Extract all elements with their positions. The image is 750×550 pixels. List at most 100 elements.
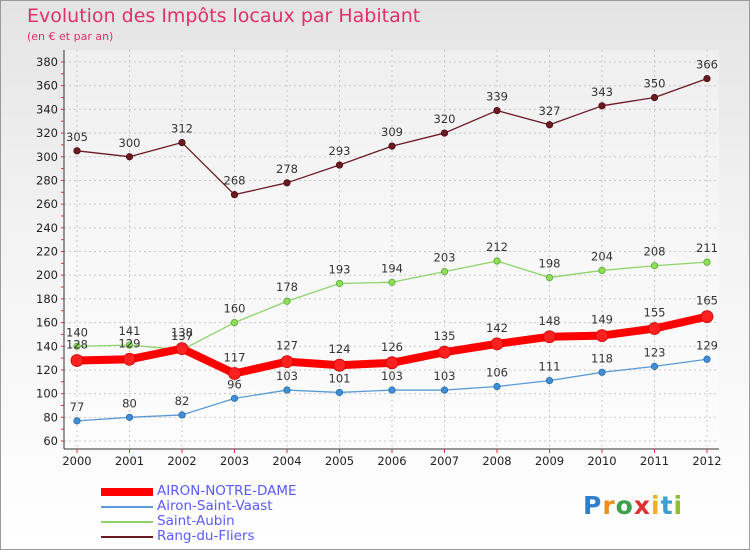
data-label-rang-du-fliers: 300 — [119, 136, 141, 150]
data-point-rang-du-fliers — [598, 102, 606, 110]
logo-letter: o — [615, 491, 634, 520]
data-point-saint-aubin — [283, 297, 291, 305]
data-point-airon-notre-dame — [333, 358, 346, 372]
data-label-rang-du-fliers: 350 — [644, 77, 666, 91]
y-tick-label: 60 — [43, 434, 58, 448]
data-point-rang-du-fliers — [545, 121, 554, 129]
data-label-saint-aubin: 194 — [381, 261, 403, 275]
data-point-airon-notre-dame — [700, 310, 714, 324]
data-point-saint-aubin — [440, 268, 449, 276]
data-label-airon-notre-dame: 126 — [381, 340, 403, 354]
data-label-rang-du-fliers: 309 — [381, 125, 403, 139]
data-point-rang-du-fliers — [178, 138, 186, 147]
data-label-airon-notre-dame: 149 — [591, 313, 613, 327]
y-tick-label: 200 — [36, 268, 58, 282]
data-label-airon-notre-dame: 135 — [434, 329, 456, 343]
x-tick-label: 2002 — [167, 454, 196, 468]
data-label-airon-notre-dame: 142 — [486, 321, 508, 335]
logo-letter: i — [673, 491, 684, 520]
data-label-saint-aubin: 140 — [66, 325, 88, 339]
data-point-saint-aubin — [703, 258, 711, 266]
chart-subtitle: (en € et par an) — [27, 30, 114, 43]
data-point-saint-aubin — [73, 342, 81, 350]
data-point-airon-notre-dame — [385, 356, 399, 370]
data-point-airon-notre-dame — [543, 330, 556, 344]
x-tick-label: 2000 — [62, 454, 91, 468]
data-label-airon-saint-vaast: 82 — [175, 394, 190, 408]
data-label-saint-aubin: 141 — [119, 324, 141, 338]
logo-letter: P — [583, 491, 603, 520]
data-point-saint-aubin — [650, 262, 659, 270]
legend-label: Saint-Aubin — [157, 513, 235, 529]
y-tick-label: 280 — [36, 173, 58, 187]
data-point-airon-saint-vaast — [230, 394, 239, 402]
data-point-airon-saint-vaast — [598, 368, 606, 376]
data-label-saint-aubin: 160 — [224, 302, 246, 316]
data-point-airon-saint-vaast — [650, 362, 659, 370]
data-label-rang-du-fliers: 293 — [329, 144, 351, 158]
x-tick-label: 2010 — [587, 454, 616, 468]
data-label-airon-saint-vaast: 111 — [539, 360, 561, 374]
data-label-saint-aubin: 203 — [434, 251, 456, 265]
x-tick-label: 2008 — [482, 454, 511, 468]
data-point-rang-du-fliers — [440, 129, 449, 137]
x-tick-label: 2007 — [430, 454, 459, 468]
x-tick-label: 2012 — [692, 454, 721, 468]
data-label-saint-aubin: 211 — [696, 241, 718, 255]
data-label-rang-du-fliers: 339 — [486, 90, 508, 104]
data-label-rang-du-fliers: 305 — [66, 130, 88, 144]
data-point-airon-saint-vaast — [283, 386, 291, 394]
data-label-saint-aubin: 198 — [539, 257, 561, 271]
data-point-airon-notre-dame — [123, 352, 136, 366]
legend-swatch — [101, 506, 153, 508]
data-point-saint-aubin — [388, 278, 396, 286]
data-point-airon-saint-vaast — [703, 355, 711, 363]
proxiti-logo: Proxiti — [583, 491, 683, 520]
x-tick-label: 2009 — [535, 454, 564, 468]
data-point-rang-du-fliers — [230, 191, 239, 199]
data-label-airon-saint-vaast: 129 — [696, 338, 718, 352]
data-point-saint-aubin — [230, 318, 239, 327]
logo-letter: t — [660, 491, 674, 520]
data-point-airon-notre-dame — [438, 345, 451, 359]
data-label-rang-du-fliers: 278 — [276, 162, 298, 176]
data-point-airon-notre-dame — [490, 337, 504, 351]
data-point-rang-du-fliers — [283, 179, 291, 187]
y-tick-label: 300 — [36, 150, 58, 164]
data-point-rang-du-fliers — [73, 147, 81, 155]
data-label-saint-aubin: 193 — [329, 262, 351, 276]
logo-letter: r — [602, 491, 616, 520]
data-label-airon-notre-dame: 128 — [66, 337, 88, 351]
data-label-rang-du-fliers: 268 — [224, 174, 246, 188]
x-tick-label: 2004 — [272, 454, 301, 468]
data-point-airon-notre-dame — [175, 342, 189, 356]
data-point-airon-notre-dame — [648, 322, 661, 335]
data-point-rang-du-fliers — [703, 74, 711, 83]
data-point-rang-du-fliers — [335, 161, 344, 169]
data-label-rang-du-fliers: 366 — [696, 58, 718, 72]
data-label-rang-du-fliers: 312 — [171, 122, 193, 136]
y-tick-label: 220 — [36, 245, 58, 259]
logo-letter: i — [651, 491, 661, 520]
data-label-airon-notre-dame: 138 — [171, 326, 193, 340]
data-point-saint-aubin — [598, 266, 606, 275]
data-point-airon-saint-vaast — [440, 386, 449, 394]
data-label-airon-saint-vaast: 101 — [329, 371, 351, 385]
data-point-airon-saint-vaast — [493, 382, 501, 391]
data-point-rang-du-fliers — [650, 93, 659, 102]
data-point-rang-du-fliers — [493, 106, 501, 115]
data-label-saint-aubin: 208 — [644, 245, 666, 259]
data-label-rang-du-fliers: 343 — [591, 85, 613, 99]
y-tick-label: 100 — [36, 387, 58, 401]
data-point-saint-aubin — [125, 341, 134, 349]
y-tick-label: 160 — [36, 316, 58, 330]
x-tick-label: 2003 — [220, 454, 249, 468]
data-point-airon-saint-vaast — [388, 386, 396, 394]
data-label-airon-saint-vaast: 103 — [276, 369, 298, 383]
data-label-saint-aubin: 137 — [171, 329, 193, 343]
legend-label: Rang-du-Fliers — [157, 528, 255, 544]
data-point-airon-saint-vaast — [545, 376, 554, 385]
data-label-airon-saint-vaast: 106 — [486, 366, 508, 380]
